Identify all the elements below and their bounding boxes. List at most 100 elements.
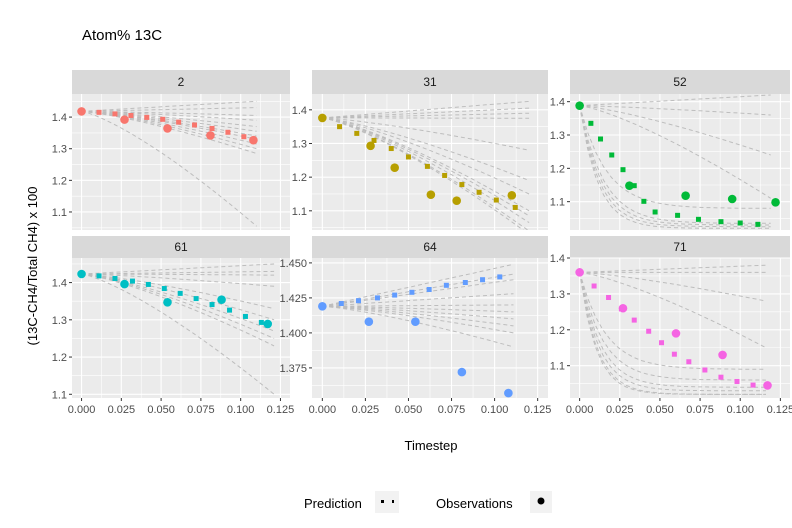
facet-strip-label: 64 [423,240,437,254]
prediction-point [193,296,199,302]
y-tick-label: 1.2 [52,175,67,187]
y-tick-label: 1.400 [279,328,307,340]
facet-panel-52: 52 1.1 1.2 1.3 1.4 [550,70,790,230]
observation-point [671,329,681,338]
y-tick-label: 1.375 [279,363,307,375]
observation-point [366,141,375,151]
prediction-point [241,134,247,140]
prediction-point [737,220,743,226]
observation-point [318,302,327,311]
prediction-point [755,221,761,227]
prediction-point [356,298,362,304]
prediction-point [128,113,134,119]
prediction-point [671,351,677,357]
prediction-point [145,281,151,287]
prediction-point [144,114,150,120]
observation-point [217,295,226,305]
observation-point [206,131,215,140]
prediction-point [659,340,665,346]
prediction-point [641,198,647,204]
ensemble-prediction-line [579,272,766,388]
ensemble-prediction-line [322,293,514,307]
legend-label-prediction: Prediction [304,496,362,511]
prediction-point [476,189,482,195]
prediction-point [371,137,377,143]
prediction-point [338,301,344,306]
prediction-point [426,287,432,292]
ensemble-lines [579,94,771,229]
y-tick-label: 1.1 [550,197,565,209]
prediction-point [734,378,740,384]
observation-point [625,181,634,190]
facet-strip-label: 2 [178,75,185,89]
prediction-point [392,292,398,298]
observation-point [364,317,374,327]
prediction-point [609,152,615,158]
prediction-point [442,172,448,178]
x-tick-label: 0.075 [686,404,714,416]
facet-panel-31: 31 1.1 1.2 1.3 1.4 [292,70,548,230]
ensemble-prediction-line [322,305,514,348]
prediction-point [606,294,612,300]
observation-point [771,198,780,207]
ensemble-prediction-line [579,105,771,199]
ensemble-prediction-line [81,100,257,112]
ensemble-prediction-line [81,273,275,347]
observation-point [763,381,772,390]
observation-point [163,298,172,307]
y-tick-label: 1.3 [550,130,565,142]
y-tick-label: 1.425 [279,293,307,305]
ensemble-prediction-line [579,105,771,224]
ensemble-prediction-line [81,273,275,339]
ensemble-prediction-line [579,264,766,273]
prediction-point [177,290,183,296]
ensemble-prediction-line [81,273,275,310]
prediction-point [675,212,681,218]
ensemble-prediction-line [579,272,766,370]
observation-point [249,135,258,145]
prediction-point [242,313,248,319]
y-tick-label: 1.3 [550,289,565,301]
prediction-point [160,116,166,122]
ensemble-prediction-line [579,271,767,349]
ensemble-prediction-line [81,110,257,154]
prediction-point [209,302,215,308]
prediction-point [354,130,360,136]
y-tick-label: 1.1 [52,207,67,219]
ensemble-prediction-line [81,110,257,227]
observation-point-icon [537,497,545,505]
facet-panel-2: 2 1.1 1.2 1.3 1.4 [52,70,290,230]
x-tick-label: 0.125 [767,404,792,416]
ensemble-prediction-line [322,305,514,327]
ensemble-prediction-line [322,263,514,307]
y-tick-label: 1.3 [292,138,307,150]
ensemble-prediction-line [322,117,530,217]
prediction-point [497,274,503,280]
facet-strip [72,70,290,94]
prediction-point [459,182,465,188]
observation-point [120,279,129,289]
x-tick-label: 0.075 [438,404,466,416]
prediction-point [512,204,518,210]
prediction-point [112,111,118,117]
y-tick-label: 1.1 [52,389,67,401]
prediction-point [129,278,135,284]
observation-point [504,388,513,398]
x-tick-label: 0.100 [481,404,509,416]
observation-point [452,196,462,206]
prediction-point [388,146,394,152]
ensemble-prediction-line [579,272,766,395]
observation-point [120,115,129,124]
x-tick-label: 0.125 [524,404,552,416]
legend-key-prediction [375,491,399,513]
prediction-point [462,280,468,285]
ensemble-prediction-line [322,117,530,195]
prediction-dot-icon [392,500,394,503]
prediction-point [192,122,198,128]
x-tick-label: 0.125 [267,404,295,416]
x-tick-label: 0.025 [352,404,380,416]
observation-point [77,107,86,116]
ensemble-prediction-line [579,271,767,302]
facet-strip [312,236,548,258]
facet-panel-64: 64 1.375 1.400 1.425 1.450 0.000 0.025 0.050 0.0… [279,236,551,416]
